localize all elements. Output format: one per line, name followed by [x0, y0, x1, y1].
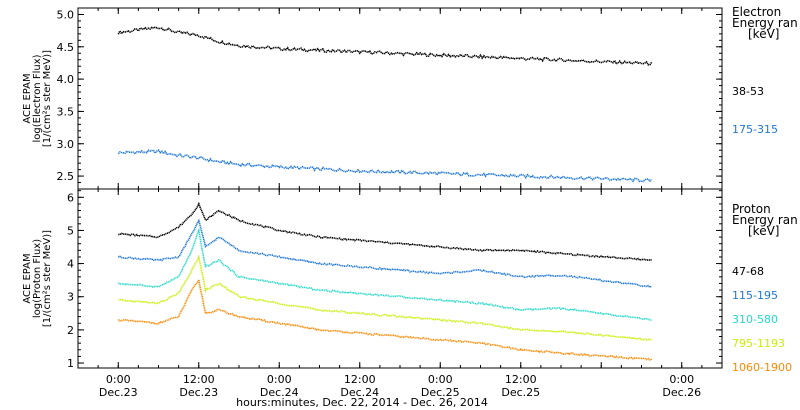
y-axis-label: [1/(cm²s ster MeV)]	[42, 50, 53, 147]
x-date-label: Dec.23	[99, 386, 138, 399]
x-tick-label: 12:00	[344, 373, 376, 386]
legend-title: Electron	[732, 5, 781, 19]
y-tick-label: 4.5	[57, 41, 75, 54]
proton-panel: 1 2 3 4 5 6 ACE EPAM log(Proton Flux) [1/(cm²s s…	[22, 188, 798, 374]
y-tick-label: 3	[67, 291, 74, 304]
series-795-1193	[118, 254, 652, 342]
x-axis: 0:00Dec.2312:00Dec.230:00Dec.2412:00Dec.…	[99, 373, 701, 409]
x-date-label: Dec.23	[179, 386, 218, 399]
x-tick-label: 0:00	[267, 373, 292, 386]
legend-entry: 1060-1900	[732, 361, 792, 374]
x-date-label: Dec.24	[260, 386, 299, 399]
y-tick-label: 5	[67, 224, 74, 237]
legend-entry: 38-53	[732, 85, 764, 98]
legend-entry: 175-315	[732, 123, 778, 136]
y-tick-label: 3.5	[57, 105, 75, 118]
series-47-68	[118, 201, 652, 262]
y-axis-label: log(Proton Flux)	[32, 239, 43, 318]
series-line	[117, 277, 652, 361]
y-tick-label: 4.0	[57, 73, 75, 86]
series-310-580	[117, 227, 652, 322]
series-line	[117, 218, 653, 289]
y-axis-label: log(Electron Flux)	[32, 54, 43, 142]
x-tick-label: 0:00	[106, 373, 131, 386]
y-axis-label: ACE EPAM	[22, 253, 33, 303]
x-tick-label: 0:00	[428, 373, 453, 386]
y-tick-label: 2.5	[57, 170, 75, 183]
y-tick-label: 5.0	[57, 8, 75, 21]
series-line	[118, 254, 652, 342]
x-date-label: Dec.26	[662, 386, 701, 399]
x-tick-label: 0:00	[669, 373, 694, 386]
series-1060-1900	[117, 277, 652, 361]
series-line	[117, 26, 653, 66]
legend-title: [keV]	[748, 224, 779, 238]
x-tick-label: 12:00	[505, 373, 537, 386]
y-axis-label: [1/(cm²s ster MeV)]	[42, 230, 53, 327]
legend-entry: 310-580	[732, 313, 778, 326]
y-tick-label: 3.0	[57, 138, 75, 151]
x-date-label: Dec.24	[340, 386, 379, 399]
series-line	[118, 201, 652, 262]
y-tick-label: 2	[67, 324, 74, 337]
legend-entry: 47-68	[732, 265, 764, 278]
y-tick-label: 4	[67, 258, 74, 271]
y-axis-label: ACE EPAM	[22, 73, 33, 123]
y-tick-label: 1	[67, 357, 74, 370]
legend-title: [keV]	[748, 27, 779, 41]
legend-title: Energy ran	[732, 213, 798, 227]
series-line	[117, 149, 653, 183]
legend-title: Proton	[732, 202, 771, 216]
x-axis-label: hours:minutes, Dec. 22, 2014 - Dec. 26, …	[236, 396, 488, 409]
series-line	[117, 227, 652, 322]
legend-entry: 795-1193	[732, 337, 785, 350]
y-tick-label: 6	[67, 191, 74, 204]
x-date-label: Dec.25	[421, 386, 460, 399]
legend-title: Energy ran	[732, 16, 798, 30]
legend-entry: 115-195	[732, 289, 778, 302]
x-tick-label: 12:00	[183, 373, 215, 386]
series-115-195	[117, 218, 653, 289]
series-175-315	[117, 149, 653, 183]
x-date-label: Dec.25	[501, 386, 540, 399]
electron-panel: 2.5 3.0 3.5 4.0 4.5 5.0 ACE EPAM log(Electron F…	[22, 5, 798, 190]
series-38-53	[117, 26, 653, 66]
